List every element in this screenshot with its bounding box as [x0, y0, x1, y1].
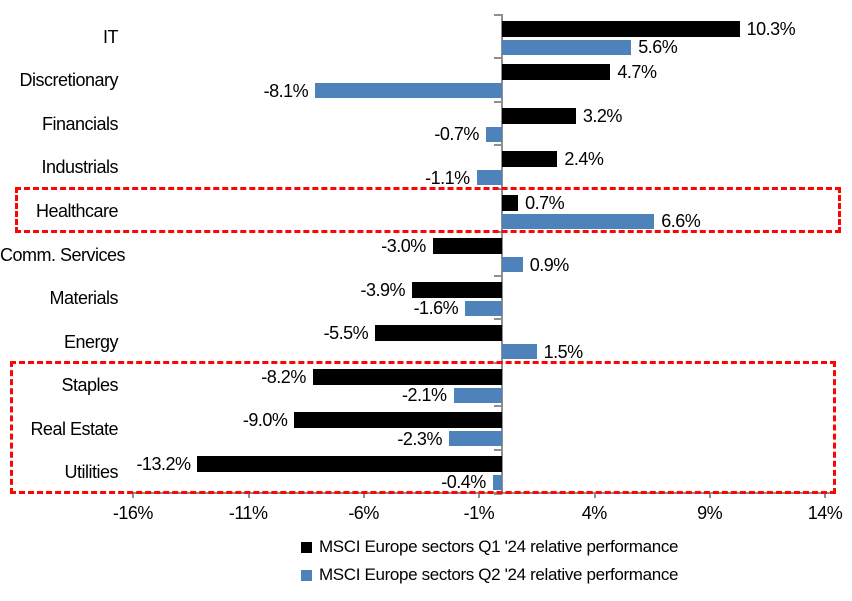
x-axis-tick-label: -11% — [228, 503, 268, 523]
bar-q2-comm-services — [502, 257, 523, 273]
bar-q2-it — [502, 39, 632, 55]
category-label-staples: Staples — [61, 375, 118, 396]
legend-item-q2: MSCI Europe sectors Q2 '24 relative perf… — [301, 566, 678, 584]
value-label-q2-healthcare: 6.6% — [661, 211, 701, 232]
legend-item-q1: MSCI Europe sectors Q1 '24 relative perf… — [301, 538, 678, 556]
category-label-real-estate: Real Estate — [30, 418, 118, 439]
value-label-q1-industrials: 2.4% — [564, 149, 604, 170]
x-axis-tick-label: -16% — [112, 503, 154, 523]
category-label-discretionary: Discretionary — [19, 70, 118, 91]
bar-q1-it — [502, 20, 740, 37]
value-label-q2-comm-services: 0.9% — [529, 254, 570, 275]
y-axis-tick — [494, 100, 502, 103]
x-axis-tick — [709, 493, 712, 498]
value-label-q2-real-estate: -2.3% — [397, 428, 442, 449]
x-axis-tick — [247, 493, 250, 498]
value-label-q1-it: 10.3% — [746, 18, 796, 39]
x-axis-tick-label: 4% — [581, 503, 608, 523]
bar-q1-industrials — [502, 151, 558, 168]
value-label-q2-industrials: -1.1% — [425, 167, 470, 188]
x-axis-tick — [593, 493, 596, 498]
y-axis-tick — [494, 57, 502, 60]
category-label-utilities: Utilities — [64, 462, 118, 483]
bar-q1-comm-services — [432, 238, 502, 255]
y-axis-line — [501, 14, 503, 493]
highlight-box-2 — [10, 360, 836, 495]
value-label-q2-discretionary: -8.1% — [263, 80, 309, 101]
q1-legend-swatch-icon — [301, 541, 312, 553]
bar-q2-discretionary — [315, 83, 502, 99]
legend-label-q1: MSCI Europe sectors Q1 '24 relative perf… — [319, 537, 679, 556]
x-axis-tick — [824, 493, 827, 498]
category-label-comm-services: Comm. Services — [0, 244, 126, 265]
highlight-box-1 — [15, 186, 841, 234]
value-label-q2-staples: -2.1% — [402, 385, 447, 406]
x-axis-tick-label: -1% — [463, 503, 495, 523]
category-label-financials: Financials — [41, 113, 119, 134]
legend-label-q2: MSCI Europe sectors Q2 '24 relative perf… — [319, 565, 679, 584]
category-label-materials: Materials — [49, 288, 118, 309]
category-label-it: IT — [103, 26, 119, 47]
value-label-q2-materials: -1.6% — [413, 298, 459, 319]
value-label-q1-financials: 3.2% — [582, 105, 623, 126]
bar-q1-financials — [502, 107, 576, 124]
bar-q2-healthcare — [502, 213, 655, 229]
value-label-q1-real-estate: -9.0% — [242, 410, 288, 431]
x-axis-tick — [363, 493, 366, 498]
bar-q2-industrials — [476, 170, 502, 186]
value-label-q2-energy: 1.5% — [543, 341, 584, 362]
bar-q1-discretionary — [502, 64, 611, 81]
bar-q1-utilities — [197, 455, 502, 472]
x-axis-tick-label: 9% — [697, 503, 723, 523]
value-label-q2-financials: -0.7% — [434, 124, 479, 145]
bar-q2-materials — [465, 300, 502, 316]
bar-q2-energy — [502, 344, 537, 360]
value-label-q1-materials: -3.9% — [360, 279, 406, 300]
value-label-q1-energy: -5.5% — [323, 323, 369, 344]
x-axis-tick — [478, 493, 481, 498]
q2-legend-swatch-icon — [301, 569, 312, 581]
value-label-q2-it: 5.6% — [638, 37, 678, 57]
value-label-q1-staples: -8.2% — [261, 366, 306, 387]
value-label-q1-utilities: -13.2% — [136, 453, 191, 474]
value-label-q1-discretionary: 4.7% — [617, 62, 657, 83]
bar-q2-real-estate — [448, 431, 502, 447]
y-axis-tick — [494, 318, 502, 321]
bar-q2-financials — [485, 126, 502, 142]
bar-q2-staples — [453, 387, 502, 403]
value-label-q1-healthcare: 0.7% — [525, 192, 565, 213]
bar-q2-utilities — [492, 474, 502, 490]
bar-q1-real-estate — [294, 412, 502, 429]
bar-q1-energy — [375, 325, 502, 342]
category-label-energy: Energy — [63, 331, 119, 352]
bar-q1-materials — [412, 281, 502, 298]
value-label-q2-utilities: -0.4% — [441, 472, 486, 493]
bar-q1-healthcare — [502, 194, 519, 211]
y-axis-tick — [494, 13, 502, 16]
y-axis-tick — [494, 274, 502, 277]
x-axis-tick — [132, 493, 135, 498]
category-label-industrials: Industrials — [41, 157, 118, 178]
x-axis-tick-label: -6% — [348, 503, 379, 523]
y-axis-tick — [494, 405, 502, 408]
category-label-healthcare: Healthcare — [35, 200, 119, 221]
value-label-q1-comm-services: -3.0% — [381, 236, 426, 257]
y-axis-tick — [494, 448, 502, 451]
y-axis-tick — [494, 144, 502, 147]
x-axis-tick-label: 14% — [807, 503, 843, 523]
bar-q1-staples — [312, 368, 502, 385]
